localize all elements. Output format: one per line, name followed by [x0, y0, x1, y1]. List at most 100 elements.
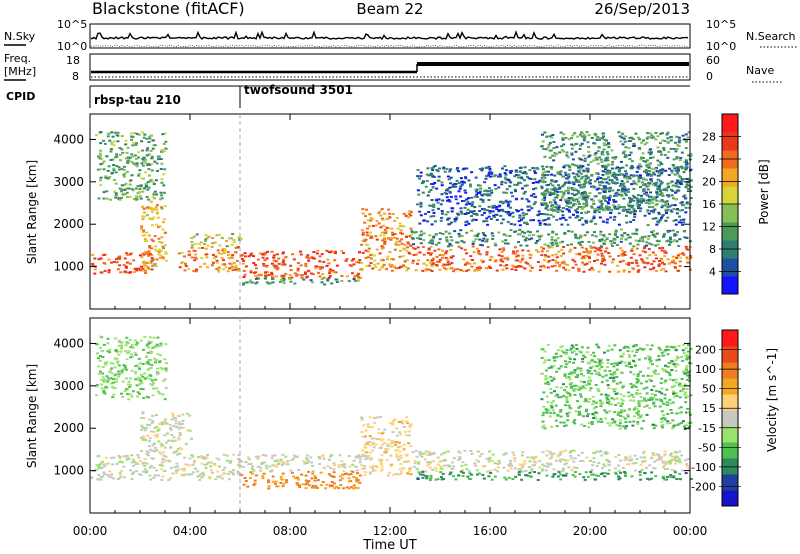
range-gate-cell: [687, 178, 691, 181]
range-gate-cell: [684, 159, 688, 162]
range-gate-cell: [422, 262, 426, 265]
range-gate-cell: [492, 216, 496, 218]
range-gate-cell: [494, 260, 497, 263]
range-gate-cell: [148, 217, 152, 220]
range-gate-cell: [662, 149, 666, 152]
range-gate-cell: [646, 174, 650, 177]
range-gate-cell: [587, 250, 591, 253]
range-gate-cell: [311, 273, 315, 276]
range-gate-cell: [228, 470, 232, 473]
range-gate-cell: [472, 210, 476, 213]
range-gate-cell: [210, 264, 214, 267]
range-gate-cell: [292, 258, 296, 261]
range-gate-cell: [630, 248, 634, 250]
range-gate-cell: [574, 216, 578, 219]
range-gate-cell: [537, 472, 541, 475]
range-gate-cell: [652, 197, 656, 200]
range-gate-cell: [386, 237, 390, 240]
range-gate-cell: [257, 277, 261, 280]
range-gate-cell: [124, 143, 128, 146]
range-gate-cell: [216, 269, 220, 272]
range-gate-cell: [158, 392, 162, 395]
range-gate-cell: [397, 441, 401, 444]
range-gate-cell: [349, 265, 353, 268]
range-gate-cell: [579, 172, 583, 175]
range-gate-cell: [405, 454, 409, 457]
range-gate-cell: [392, 473, 396, 476]
range-gate-cell: [573, 358, 577, 361]
range-gate-cell: [103, 392, 107, 395]
range-gate-cell: [685, 463, 689, 466]
range-gate-cell: [136, 463, 140, 465]
range-gate-cell: [549, 214, 553, 217]
range-gate-cell: [137, 190, 141, 193]
range-gate-cell: [342, 470, 346, 473]
range-gate-cell: [123, 193, 127, 196]
range-gate-cell: [654, 138, 658, 141]
range-gate-cell: [622, 210, 626, 212]
range-gate-cell: [162, 379, 166, 382]
range-gate-cell: [552, 193, 555, 195]
range-gate-cell: [381, 217, 384, 220]
range-gate-cell: [132, 464, 136, 467]
range-gate-cell: [411, 259, 415, 262]
range-gate-cell: [488, 210, 492, 213]
range-gate-cell: [480, 169, 484, 172]
range-gate-cell: [337, 487, 341, 490]
range-gate-cell: [332, 462, 336, 465]
range-gate-cell: [544, 207, 548, 210]
range-gate-cell: [110, 131, 114, 134]
range-gate-cell: [156, 226, 160, 229]
range-gate-cell: [675, 455, 679, 458]
range-gate-cell: [667, 371, 671, 374]
range-gate-cell: [424, 185, 428, 188]
range-gate-cell: [289, 269, 293, 272]
range-gate-cell: [240, 460, 244, 463]
range-gate-cell: [162, 221, 165, 224]
range-gate-cell: [135, 133, 139, 135]
range-gate-cell: [629, 210, 633, 213]
range-gate-cell: [440, 256, 444, 259]
range-gate-cell: [481, 194, 484, 197]
range-gate-cell: [671, 164, 675, 166]
range-gate-cell: [676, 231, 679, 233]
range-gate-cell: [633, 454, 637, 457]
range-gate-cell: [360, 464, 363, 467]
range-gate-cell: [207, 235, 211, 238]
range-gate-cell: [561, 136, 565, 139]
range-gate-cell: [132, 259, 136, 262]
range-gate-cell: [684, 396, 688, 399]
range-gate-cell: [398, 421, 402, 424]
range-gate-cell: [546, 462, 549, 465]
range-gate-cell: [630, 136, 634, 139]
range-gate-cell: [247, 255, 251, 258]
range-gate-cell: [642, 170, 646, 173]
range-gate-cell: [203, 463, 207, 466]
range-gate-cell: [651, 171, 655, 174]
range-gate-cell: [645, 244, 648, 247]
range-gate-cell: [669, 452, 673, 455]
range-gate-cell: [507, 464, 511, 466]
range-gate-cell: [379, 469, 383, 472]
range-gate-cell: [317, 271, 320, 274]
range-gate-cell: [647, 198, 651, 201]
range-gate-cell: [144, 272, 148, 274]
range-gate-cell: [557, 187, 561, 190]
range-gate-cell: [470, 219, 474, 222]
range-gate-cell: [368, 471, 372, 474]
range-gate-cell: [445, 167, 449, 170]
range-gate-cell: [288, 274, 292, 276]
range-gate-cell: [479, 187, 483, 190]
range-gate-cell: [636, 413, 640, 416]
range-gate-cell: [562, 183, 566, 186]
range-gate-cell: [366, 256, 370, 259]
range-gate-cell: [369, 458, 373, 461]
range-gate-cell: [548, 141, 552, 144]
range-gate-cell: [452, 465, 456, 468]
range-gate-cell: [684, 186, 688, 189]
range-gate-cell: [560, 450, 564, 453]
range-gate-cell: [512, 454, 516, 456]
range-gate-cell: [632, 268, 636, 271]
range-gate-cell: [598, 192, 602, 195]
range-gate-cell: [645, 185, 649, 188]
